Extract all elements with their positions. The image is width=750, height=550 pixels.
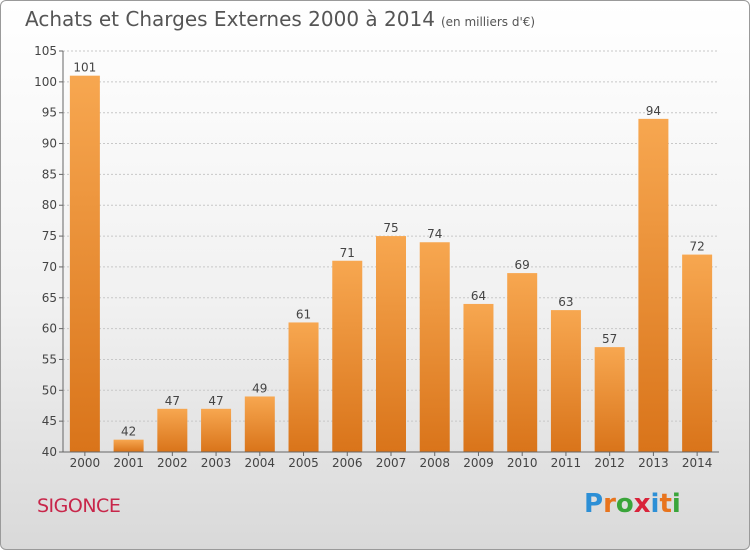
chart-title-block: Achats et Charges Externes 2000 à 2014 (e… xyxy=(25,7,535,31)
x-tick-label: 2013 xyxy=(638,456,669,470)
bar xyxy=(69,75,100,452)
bar xyxy=(244,396,275,452)
logo-letter: t xyxy=(659,489,672,519)
x-tick-label: 2011 xyxy=(551,456,582,470)
bar xyxy=(682,254,713,452)
x-tick-label: 2007 xyxy=(376,456,407,470)
logo-letter: i xyxy=(650,489,660,519)
y-tick-label: 65 xyxy=(42,291,57,305)
y-tick-label: 70 xyxy=(42,260,57,274)
logo-letter: r xyxy=(603,489,616,519)
data-label: 57 xyxy=(602,332,617,346)
bar xyxy=(113,439,144,452)
bar xyxy=(376,236,406,452)
x-tick-label: 2006 xyxy=(332,456,363,470)
data-label: 71 xyxy=(340,246,355,260)
bar xyxy=(201,408,232,452)
x-tick-label: 2004 xyxy=(245,456,276,470)
y-tick-label: 60 xyxy=(42,322,57,336)
bar xyxy=(507,273,538,452)
x-tick-label: 2001 xyxy=(113,456,144,470)
bar xyxy=(463,303,494,452)
y-tick-label: 45 xyxy=(42,414,57,428)
place-name: SIGONCE xyxy=(37,495,121,517)
data-label: 74 xyxy=(427,227,442,241)
bar xyxy=(594,347,625,452)
x-tick-label: 2000 xyxy=(70,456,101,470)
data-label: 94 xyxy=(646,104,661,118)
data-label: 63 xyxy=(558,295,573,309)
bar xyxy=(332,260,363,452)
data-label: 42 xyxy=(121,425,136,439)
chart-subtitle: (en milliers d'€) xyxy=(440,15,536,29)
y-tick-label: 40 xyxy=(42,445,57,459)
bar xyxy=(288,322,319,452)
logo-letter: x xyxy=(633,489,651,519)
y-tick-label: 55 xyxy=(42,352,57,366)
x-tick-label: 2010 xyxy=(507,456,538,470)
y-tick-label: 95 xyxy=(42,106,57,120)
x-tick-label: 2014 xyxy=(682,456,713,470)
y-tick-label: 90 xyxy=(42,137,57,151)
data-label: 69 xyxy=(515,258,530,272)
bar xyxy=(638,118,669,452)
data-label: 61 xyxy=(296,307,311,321)
bar xyxy=(157,408,188,452)
data-label: 47 xyxy=(208,394,223,408)
x-tick-label: 2002 xyxy=(157,456,188,470)
logo-letter: i xyxy=(671,489,681,519)
data-label: 49 xyxy=(252,381,267,395)
x-tick-label: 2008 xyxy=(419,456,450,470)
chart-title: Achats et Charges Externes 2000 à 2014 xyxy=(25,7,435,31)
proxiti-logo[interactable]: Proxiti xyxy=(584,489,681,519)
y-tick-label: 50 xyxy=(42,383,57,397)
x-tick-label: 2003 xyxy=(201,456,232,470)
data-label: 64 xyxy=(471,289,486,303)
data-label: 47 xyxy=(165,394,180,408)
x-tick-label: 2012 xyxy=(594,456,625,470)
logo-letter: o xyxy=(615,489,634,519)
data-label: 75 xyxy=(383,221,398,235)
y-tick-label: 105 xyxy=(34,44,57,58)
bar xyxy=(550,310,581,452)
y-tick-label: 80 xyxy=(42,198,57,212)
y-tick-label: 85 xyxy=(42,167,57,181)
data-label: 72 xyxy=(689,240,704,254)
bar xyxy=(419,242,450,452)
x-tick-label: 2009 xyxy=(463,456,494,470)
y-tick-label: 75 xyxy=(42,229,57,243)
y-tick-label: 100 xyxy=(34,75,57,89)
logo-letter: P xyxy=(584,489,604,519)
x-tick-label: 2005 xyxy=(288,456,319,470)
data-label: 101 xyxy=(73,61,96,75)
